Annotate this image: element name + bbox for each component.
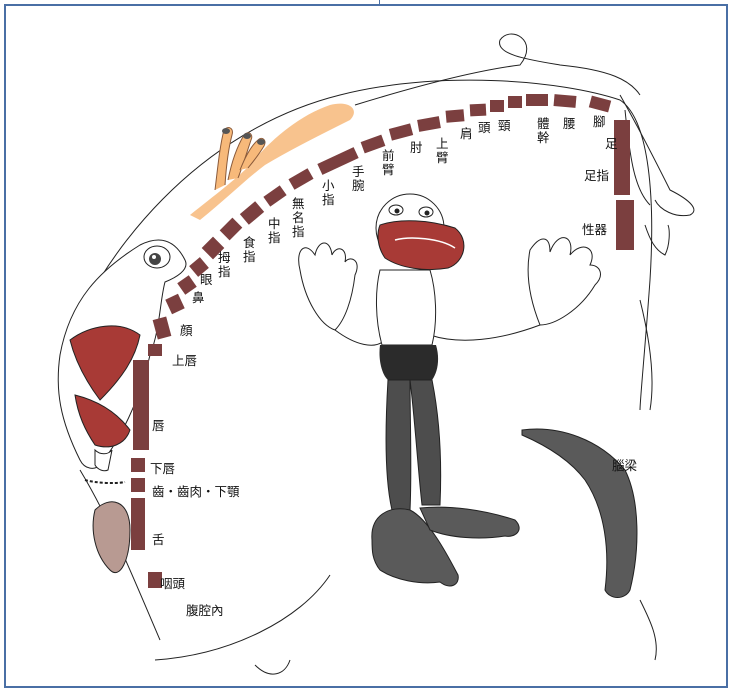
label-shoulder: 肩 <box>460 126 473 141</box>
hand-illustration <box>190 103 354 220</box>
label-eye: 眼 <box>200 272 213 287</box>
label-lower-lip: 下唇 <box>150 461 176 476</box>
vertical-labels: 拇指食指中指無名指 小指手腕前臂肘 上臂肩頭頸 體幹腰 腳足 <box>218 114 618 279</box>
label-waist: 腰 <box>563 116 576 131</box>
strip-segment <box>508 96 522 108</box>
label-elbow: 肘 <box>410 140 423 155</box>
strip-segment <box>219 217 243 241</box>
strip-segment <box>131 458 145 472</box>
strip-segment <box>131 498 145 550</box>
label-toes: 足指 <box>584 168 609 183</box>
label-corpus-callosum: 腦梁 <box>612 458 638 473</box>
label-ring-finger: 無名指 <box>292 196 305 239</box>
label-foot: 足 <box>605 136 618 151</box>
label-index-finger: 食指 <box>243 235 256 264</box>
strip-segment <box>148 572 162 588</box>
strip-segment <box>614 120 630 195</box>
corpus-callosum-shape <box>521 428 638 598</box>
strip-segment <box>490 100 504 112</box>
label-forearm: 前臂 <box>382 148 395 177</box>
label-head: 頭 <box>478 120 491 135</box>
label-middle-finger: 中指 <box>268 216 281 245</box>
strip-segment <box>526 94 548 106</box>
strip-segment <box>360 134 386 154</box>
label-genitals: 性器 <box>582 222 608 237</box>
label-trunk: 體幹 <box>537 116 550 145</box>
strip-segment <box>148 344 162 356</box>
label-tongue: 舌 <box>152 532 165 547</box>
label-pharynx: 咽頭 <box>160 576 186 591</box>
label-leg: 腳 <box>593 114 606 129</box>
face-profile <box>57 239 187 573</box>
label-wrist: 手腕 <box>352 164 365 193</box>
label-abdominal: 腹腔內 <box>186 603 224 618</box>
label-neck: 頸 <box>498 118 511 133</box>
strip-segment <box>588 95 612 113</box>
strip-segment <box>288 168 314 190</box>
label-upper-lip: 上唇 <box>172 353 198 368</box>
label-lips: 唇 <box>152 418 165 433</box>
strip-segment <box>417 116 441 132</box>
strip-segment <box>133 360 149 450</box>
strip-segment <box>131 478 145 492</box>
strip-segment <box>189 257 209 277</box>
strip-segment <box>152 316 172 340</box>
strip-segment <box>616 200 634 250</box>
label-upper-arm: 上臂 <box>436 136 449 165</box>
label-little-finger: 小指 <box>322 178 335 207</box>
strip-segment <box>388 123 414 141</box>
image-frame <box>4 4 728 688</box>
strip-segment <box>317 147 359 175</box>
homunculus-strip <box>131 94 634 588</box>
label-nose: 鼻 <box>192 290 205 305</box>
homunculus-figure <box>298 193 601 587</box>
label-thumb: 拇指 <box>218 250 231 279</box>
label-teeth-gums-jaw: 齒・齒肉・下顎 <box>152 484 240 499</box>
strip-segment <box>553 94 577 108</box>
strip-segment <box>445 109 465 123</box>
strip-segment <box>469 103 487 117</box>
strip-segment <box>165 293 185 315</box>
strip-segment <box>263 185 287 207</box>
label-face: 顔 <box>180 323 193 338</box>
strip-segment <box>239 201 265 225</box>
strip-segment <box>177 275 197 295</box>
frame-tick <box>379 0 380 6</box>
